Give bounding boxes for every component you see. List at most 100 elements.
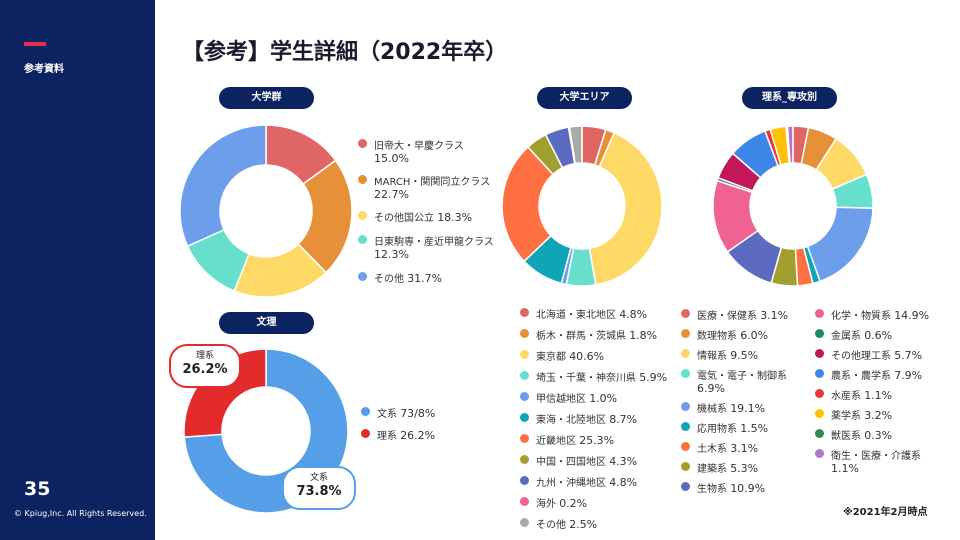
- legend-item: 近畿地区 25.3%: [520, 432, 670, 447]
- legend-label: 日東駒専・産近甲龍クラス: [374, 237, 494, 248]
- legend-value: 1.0%: [589, 392, 618, 405]
- legend-value: 15.0%: [374, 152, 409, 165]
- legend-item: 甲信越地区 1.0%: [520, 390, 670, 405]
- legend-item: 旧帝大・早慶クラス 15.0%: [358, 137, 508, 165]
- legend-value: 19.1%: [730, 402, 766, 415]
- chart-title-university-group: 大学群: [219, 87, 314, 109]
- legend-dot: [520, 371, 529, 380]
- legend-dot: [520, 518, 529, 527]
- chart-title-humanities-science: 文理: [219, 312, 314, 334]
- legend-dot: [815, 329, 824, 338]
- legend-label: 情報系: [697, 351, 731, 362]
- legend-item: 東海・北陸地区 8.7%: [520, 411, 670, 426]
- legend-dot: [520, 455, 529, 464]
- legend-item: 埼玉・千葉・神奈川県 5.9%: [520, 369, 670, 384]
- page-number: 35: [24, 478, 51, 500]
- legend-dot: [681, 369, 690, 378]
- legend-label: 埼玉・千葉・神奈川県: [536, 373, 640, 384]
- donut-slice: [786, 125, 794, 164]
- callout-humanities: 文系 73.8%: [282, 466, 356, 510]
- legend-label: 獣医系: [831, 431, 865, 442]
- legend-value: 40.6%: [569, 350, 605, 363]
- legend-value: 5.9%: [639, 371, 668, 384]
- legend-science-major-left: 医療・保健系 3.1% 数理物系 6.0% 情報系 9.5% 電気・電子・制御系 6.…: [681, 307, 811, 500]
- legend-value: 3.1%: [760, 309, 789, 322]
- legend-item: 金属系 0.6%: [815, 327, 945, 342]
- legend-value: 0.3%: [864, 429, 893, 442]
- legend-item: 東京都 40.6%: [520, 348, 670, 363]
- legend-value: 6.9%: [697, 382, 725, 395]
- legend-item: 衛生・医療・介護系 1.1%: [815, 447, 945, 475]
- legend-item: その他国公立 18.3%: [358, 209, 508, 224]
- legend-value: 5.3%: [730, 462, 759, 475]
- legend-dot: [361, 429, 370, 438]
- legend-value: 3.2%: [864, 409, 893, 422]
- legend-dot: [361, 407, 370, 416]
- legend-label: 機械系: [697, 404, 731, 415]
- legend-value: 25.3%: [579, 434, 615, 447]
- donut-slice: [568, 125, 583, 165]
- legend-item: 薬学系 3.2%: [815, 407, 945, 422]
- legend-label: 栃木・群馬・茨城県: [536, 331, 630, 342]
- legend-value: 7.9%: [894, 369, 923, 382]
- legend-dot: [815, 369, 824, 378]
- chart-title-science-major: 理系_専攻別: [742, 87, 837, 109]
- callout-science: 理系 26.2%: [169, 344, 241, 388]
- legend-item: その他理工系 5.7%: [815, 347, 945, 362]
- legend-value: 22.7%: [374, 188, 409, 201]
- legend-science-major-right: 化学・物質系 14.9% 金属系 0.6% その他理工系 5.7% 農系・農学系 7.…: [815, 307, 945, 480]
- legend-label: 水産系: [831, 391, 865, 402]
- legend-value: 1.1%: [864, 389, 893, 402]
- legend-label: 数理物系: [697, 331, 741, 342]
- copyright: © Kpiug,Inc. All Rights Reserved.: [14, 509, 147, 518]
- legend-value: 0.2%: [559, 497, 588, 510]
- legend-item: 生物系 10.9%: [681, 480, 811, 495]
- legend-item: 九州・沖縄地区 4.8%: [520, 474, 670, 489]
- legend-value: 10.9%: [730, 482, 766, 495]
- legend-humanities-science: 文系 73/8% 理系 26.2%: [361, 405, 481, 442]
- legend-value: 4.8%: [609, 476, 638, 489]
- legend-label: MARCH・関関同立クラス: [374, 177, 491, 188]
- legend-label: その他: [536, 520, 570, 531]
- legend-label: 海外: [536, 499, 560, 510]
- legend-value: 4.8%: [619, 308, 648, 321]
- legend-item: 獣医系 0.3%: [815, 427, 945, 442]
- legend-item: 情報系 9.5%: [681, 347, 811, 362]
- legend-label: 中国・四国地区: [536, 457, 610, 468]
- legend-item: 建築系 5.3%: [681, 460, 811, 475]
- legend-dot: [520, 392, 529, 401]
- legend-dot: [358, 211, 367, 220]
- legend-label: 応用物系: [697, 424, 741, 435]
- legend-label: 電気・電子・制御系: [697, 371, 787, 382]
- footnote: ※2021年2月時点: [843, 507, 928, 518]
- legend-value: 4.3%: [609, 455, 638, 468]
- legend-dot: [681, 349, 690, 358]
- legend-item: 電気・電子・制御系 6.9%: [681, 367, 811, 395]
- callout-label: 文系: [309, 473, 328, 483]
- legend-dot: [815, 309, 824, 318]
- legend-item: 農系・農学系 7.9%: [815, 367, 945, 382]
- legend-dot: [681, 442, 690, 451]
- legend-value: 12.3%: [374, 248, 409, 261]
- legend-item: 日東駒専・産近甲龍クラス 12.3%: [358, 233, 508, 261]
- legend-item: 海外 0.2%: [520, 495, 670, 510]
- legend-value: 18.3%: [437, 211, 473, 224]
- legend-label: 理系: [377, 431, 397, 442]
- legend-value: 5.7%: [894, 349, 923, 362]
- legend-value: 31.7%: [407, 272, 443, 285]
- legend-item: 応用物系 1.5%: [681, 420, 811, 435]
- legend-value: 1.1%: [831, 462, 859, 475]
- legend-dot: [520, 497, 529, 506]
- legend-dot: [520, 434, 529, 443]
- legend-item: その他 31.7%: [358, 270, 508, 285]
- sidebar: 参考資料 35 © Kpiug,Inc. All Rights Reserved…: [0, 0, 155, 540]
- page-title: 【参考】学生詳細（2022年卒）: [182, 40, 508, 65]
- legend-dot: [681, 309, 690, 318]
- legend-label: 生物系: [697, 484, 731, 495]
- legend-item: 北海道・東北地区 4.8%: [520, 306, 670, 321]
- legend-dot: [520, 413, 529, 422]
- legend-dot: [815, 389, 824, 398]
- legend-value: 73/8%: [400, 407, 436, 420]
